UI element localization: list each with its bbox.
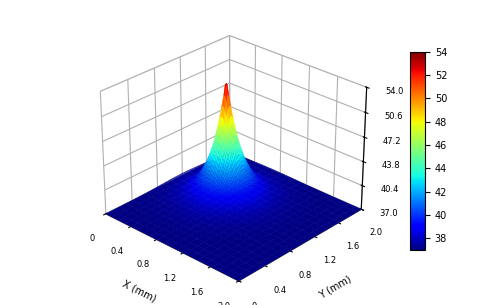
X-axis label: X (mm): X (mm) [121,278,158,304]
Y-axis label: Y (mm): Y (mm) [317,274,353,301]
